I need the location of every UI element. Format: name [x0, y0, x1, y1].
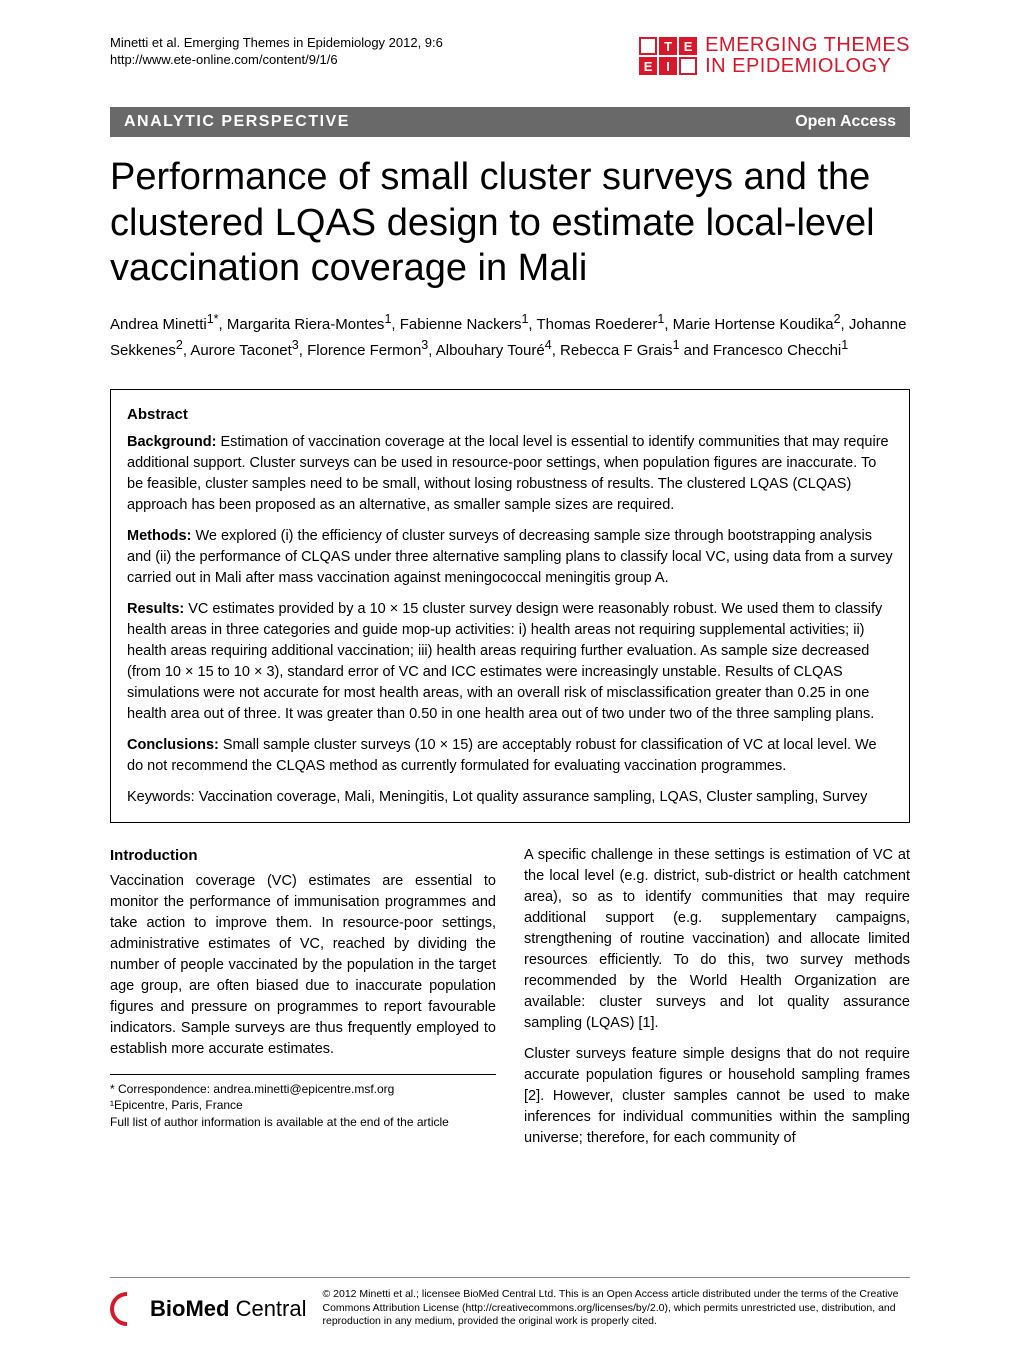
- authors-list: Andrea Minetti1*, Margarita Riera-Montes…: [0, 292, 1020, 363]
- license-text: © 2012 Minetti et al.; licensee BioMed C…: [323, 1288, 911, 1329]
- keywords-text: Vaccination coverage, Mali, Meningitis, …: [195, 789, 868, 805]
- abstract-results: Results: VC estimates provided by a 10 ×…: [127, 599, 893, 725]
- abstract-heading: Abstract: [127, 404, 893, 426]
- abstract-label: Background:: [127, 434, 216, 450]
- correspondence-affiliation: ¹Epicentre, Paris, France: [110, 1097, 496, 1114]
- article-title: Performance of small cluster surveys and…: [0, 137, 1020, 292]
- abstract-keywords: Keywords: Vaccination coverage, Mali, Me…: [127, 787, 893, 808]
- right-column: A specific challenge in these settings i…: [524, 845, 910, 1159]
- article-section: ANALYTIC PERSPECTIVE: [124, 113, 350, 131]
- abstract-conclusions: Conclusions: Small sample cluster survey…: [127, 735, 893, 777]
- abstract-text: Small sample cluster surveys (10 × 15) a…: [127, 737, 877, 774]
- logo-letter-icon: E: [679, 37, 697, 55]
- citation-line: Minetti et al. Emerging Themes in Epidem…: [110, 35, 443, 52]
- introduction-heading: Introduction: [110, 845, 496, 867]
- body-paragraph: Vaccination coverage (VC) estimates are …: [110, 871, 496, 1060]
- abstract-label: Results:: [127, 601, 184, 617]
- body-columns: Introduction Vaccination coverage (VC) e…: [0, 823, 1020, 1159]
- logo-square-icon: [639, 37, 657, 55]
- logo-letter-icon: I: [659, 57, 677, 75]
- open-access-label: Open Access: [795, 113, 896, 131]
- abstract-label: Conclusions:: [127, 737, 219, 753]
- citation-block: Minetti et al. Emerging Themes in Epidem…: [110, 35, 443, 69]
- journal-name-line: IN EPIDEMIOLOGY: [705, 56, 910, 77]
- correspondence-block: * Correspondence: andrea.minetti@epicent…: [110, 1074, 496, 1131]
- journal-logo-mark: T E E I: [639, 37, 697, 75]
- keywords-label: Keywords:: [127, 789, 195, 805]
- left-column: Introduction Vaccination coverage (VC) e…: [110, 845, 496, 1159]
- page-header: Minetti et al. Emerging Themes in Epidem…: [0, 0, 1020, 77]
- journal-logo: T E E I EMERGING THEMES IN EPIDEMIOLOGY: [639, 35, 910, 77]
- abstract-box: Abstract Background: Estimation of vacci…: [110, 389, 910, 823]
- journal-name: EMERGING THEMES IN EPIDEMIOLOGY: [705, 35, 910, 77]
- journal-name-line: EMERGING THEMES: [705, 35, 910, 56]
- biomed-paren-icon: [103, 1284, 151, 1332]
- abstract-label: Methods:: [127, 528, 191, 544]
- logo-square-icon: [679, 57, 697, 75]
- logo-letter-icon: T: [659, 37, 677, 55]
- citation-url: http://www.ete-online.com/content/9/1/6: [110, 52, 443, 69]
- correspondence-note: Full list of author information is avail…: [110, 1114, 496, 1131]
- logo-letter-icon: E: [639, 57, 657, 75]
- abstract-background: Background: Estimation of vaccination co…: [127, 432, 893, 516]
- abstract-text: VC estimates provided by a 10 × 15 clust…: [127, 601, 882, 722]
- abstract-text: We explored (i) the efficiency of cluste…: [127, 528, 893, 586]
- abstract-text: Estimation of vaccination coverage at th…: [127, 434, 889, 513]
- abstract-methods: Methods: We explored (i) the efficiency …: [127, 526, 893, 589]
- publisher-name: BioMed Central: [150, 1296, 307, 1322]
- article-type-band: ANALYTIC PERSPECTIVE Open Access: [110, 107, 910, 137]
- page-footer: BioMed Central © 2012 Minetti et al.; li…: [110, 1277, 910, 1329]
- body-paragraph: Cluster surveys feature simple designs t…: [524, 1044, 910, 1149]
- correspondence-email: * Correspondence: andrea.minetti@epicent…: [110, 1081, 496, 1098]
- publisher-logo: BioMed Central: [110, 1292, 307, 1326]
- body-paragraph: A specific challenge in these settings i…: [524, 845, 910, 1034]
